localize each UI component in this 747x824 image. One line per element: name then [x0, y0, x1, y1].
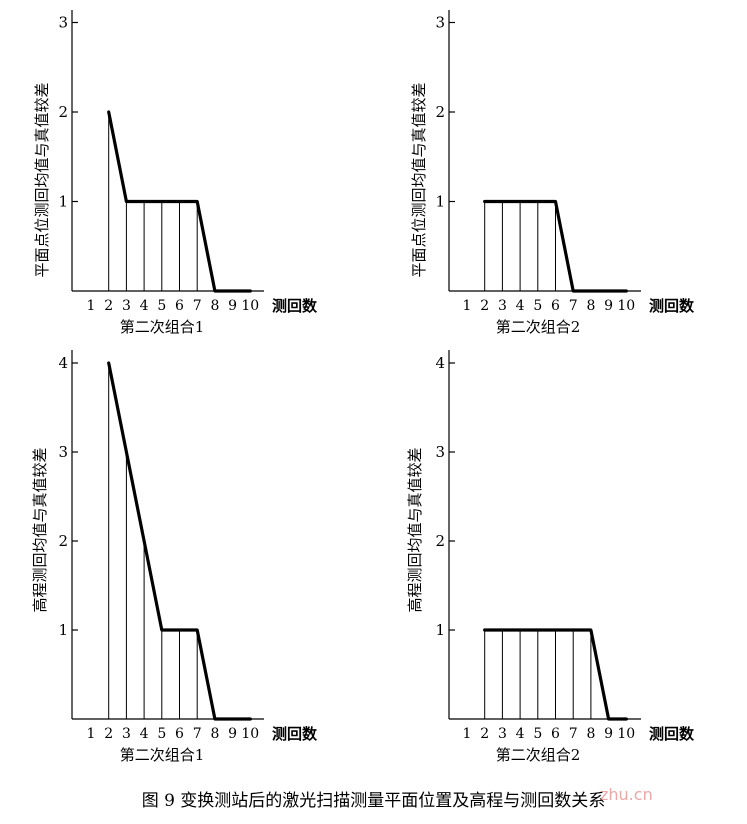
x-tick-label: 8 [210, 726, 219, 742]
x-tick-label: 6 [551, 726, 560, 742]
watermark: zhu.cn [600, 785, 653, 804]
y-tick-label: 2 [58, 103, 68, 121]
x-tick-label: 10 [617, 298, 635, 314]
x-tick-label: 5 [533, 298, 542, 314]
x-tick-label: 5 [533, 726, 542, 742]
x-tick-label: 7 [193, 726, 202, 742]
x-tick-label: 5 [157, 298, 166, 314]
y-tick-label: 3 [435, 14, 445, 32]
y-tick-label: 4 [58, 354, 68, 372]
y-tick-label: 1 [58, 621, 68, 639]
chart-subtitle: 第二次组合2 [496, 318, 581, 336]
y-tick-label: 2 [58, 532, 68, 550]
x-axis-label: 测回数 [649, 297, 695, 315]
x-tick-label: 6 [551, 298, 560, 314]
y-tick-label: 4 [435, 354, 445, 372]
x-tick-label: 3 [122, 726, 131, 742]
x-tick-label: 6 [175, 726, 184, 742]
x-tick-label: 10 [241, 726, 259, 742]
x-tick-label: 7 [193, 298, 202, 314]
x-tick-label: 4 [516, 298, 525, 314]
x-tick-label: 3 [498, 726, 507, 742]
x-tick-label: 1 [463, 298, 472, 314]
x-tick-label: 7 [569, 726, 578, 742]
x-tick-label: 10 [617, 726, 635, 742]
series-line [107, 361, 252, 721]
y-axis-label: 高程测回均值与真值较差 [31, 447, 49, 612]
chart-subtitle: 第二次组合2 [496, 746, 581, 764]
x-tick-label: 2 [104, 726, 113, 742]
x-tick-label: 3 [498, 298, 507, 314]
x-tick-label: 8 [586, 726, 595, 742]
x-tick-label: 4 [140, 726, 149, 742]
x-tick-label: 8 [210, 298, 219, 314]
y-axis-label: 高程测回均值与真值较差 [406, 447, 424, 612]
series-line [483, 199, 628, 293]
x-tick-label: 9 [604, 298, 613, 314]
x-tick-label: 1 [87, 726, 96, 742]
x-tick-label: 7 [569, 298, 578, 314]
x-tick-label: 5 [157, 726, 166, 742]
y-tick-label: 3 [58, 14, 68, 32]
x-tick-label: 8 [586, 298, 595, 314]
series-line [483, 628, 628, 721]
x-tick-label: 2 [480, 726, 489, 742]
x-tick-label: 3 [122, 298, 131, 314]
y-tick-label: 3 [58, 443, 68, 461]
x-tick-label: 1 [463, 726, 472, 742]
y-tick-label: 1 [58, 193, 68, 211]
x-axis-label: 测回数 [649, 725, 695, 743]
y-tick-label: 1 [435, 193, 445, 211]
chart-subtitle: 第二次组合1 [120, 318, 205, 336]
x-axis-label: 测回数 [272, 725, 318, 743]
y-tick-label: 3 [435, 443, 445, 461]
y-axis-label: 平面点位测回均值与真值较差 [33, 82, 51, 277]
series-line [107, 110, 252, 293]
x-tick-label: 9 [228, 298, 237, 314]
y-axis-label: 平面点位测回均值与真值较差 [410, 82, 428, 277]
y-tick-label: 1 [435, 621, 445, 639]
x-tick-label: 2 [480, 298, 489, 314]
x-axis-label: 测回数 [272, 297, 318, 315]
x-tick-label: 1 [87, 298, 96, 314]
x-tick-label: 2 [104, 298, 113, 314]
x-tick-label: 6 [175, 298, 184, 314]
y-tick-label: 2 [435, 103, 445, 121]
figure-caption: 图 9 变换测站后的激光扫描测量平面位置及高程与测回数关系 [141, 791, 606, 811]
x-tick-label: 10 [241, 298, 259, 314]
x-tick-label: 9 [228, 726, 237, 742]
x-tick-label: 4 [516, 726, 525, 742]
y-tick-label: 2 [435, 532, 445, 550]
x-tick-label: 9 [604, 726, 613, 742]
x-tick-label: 4 [140, 298, 149, 314]
chart-subtitle: 第二次组合1 [120, 746, 205, 764]
